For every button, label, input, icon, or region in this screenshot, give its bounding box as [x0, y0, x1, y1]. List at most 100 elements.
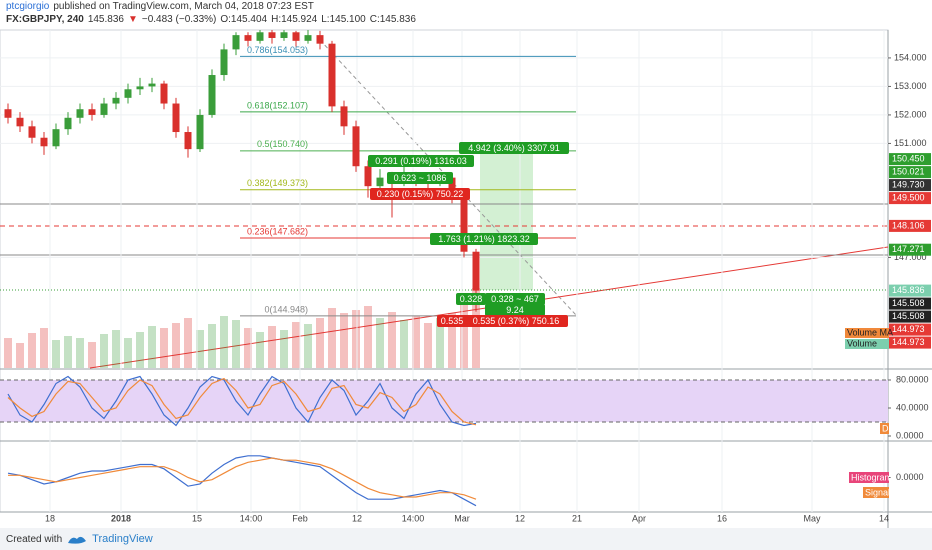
- price-tag: [889, 284, 931, 297]
- volume-bar: [292, 322, 300, 368]
- created: Created with: [6, 533, 63, 545]
- volume-bar: [364, 306, 372, 368]
- y-tick-label: 151.000: [894, 138, 927, 148]
- publish-line: ptcgiorgio published on TradingView.com, …: [6, 0, 420, 13]
- measure-range: [480, 150, 533, 290]
- published: published on TradingView.com, March 04, …: [53, 1, 314, 12]
- candle-body: [364, 166, 372, 187]
- candle-body: [112, 97, 120, 104]
- price-tag: [889, 323, 931, 336]
- candle-body: [148, 83, 156, 87]
- candle-body: [304, 35, 312, 41]
- volume-bar: [328, 308, 336, 368]
- volume-bar: [304, 324, 312, 368]
- measure-label: 0.291 (0.19%) 1316.03: [375, 156, 467, 166]
- candle-body: [220, 49, 228, 76]
- candle-body: [256, 32, 264, 41]
- volume-bar: [136, 332, 144, 368]
- fib-label: 0.618(152.107): [247, 100, 308, 110]
- measure-box: [464, 315, 568, 327]
- measure-label: 0.535 (0.37%) 750.16: [473, 316, 560, 326]
- measure-box: [368, 155, 474, 167]
- price-tag: [889, 243, 931, 256]
- volume-bar: [220, 316, 228, 368]
- symbol: FX:GBPJPY, 240: [6, 14, 84, 25]
- volume-bar: [460, 303, 468, 368]
- candle-body: [208, 75, 216, 115]
- measure-box: [430, 233, 538, 245]
- macd-legend: Histogram: [851, 472, 892, 482]
- y-tick-label: 0.0000: [896, 430, 924, 440]
- volume-bar: [376, 318, 384, 368]
- last: 145.836: [87, 14, 124, 25]
- fib-label: 0(144.948): [264, 304, 308, 314]
- candle-body: [136, 86, 144, 90]
- price-tag: [889, 297, 931, 310]
- price-tag: [889, 153, 931, 166]
- price-tag-label: 144.973: [892, 337, 925, 347]
- volume-bar: [52, 340, 60, 368]
- price-tag-label: 145.508: [892, 311, 925, 321]
- price-tag-label: 147.271: [892, 244, 925, 254]
- candle-body: [316, 35, 324, 44]
- time-label: 18: [45, 513, 55, 523]
- measure-box: [459, 142, 569, 154]
- candle-body: [172, 103, 180, 133]
- chart: 0.786(154.053) 0.618(152.107) 0.5(150.740)…: [0, 29, 932, 528]
- volume-bar: [16, 343, 24, 368]
- measure-label: 0.328 ~ 467: [491, 294, 539, 304]
- price-tag: [889, 310, 931, 323]
- footer: Created with TradingView: [0, 528, 932, 550]
- measure-box: [485, 304, 545, 316]
- volume-bar: [184, 318, 192, 368]
- candle-body: [244, 35, 252, 41]
- author[interactable]: ptcgiorgio: [6, 1, 50, 12]
- candle-body: [64, 117, 72, 130]
- time-label: Apr: [632, 513, 646, 523]
- candle-body: [340, 106, 348, 127]
- volume-bar: [196, 330, 204, 368]
- d-line: [7, 377, 477, 426]
- volume-bar: [256, 332, 264, 368]
- volume-bar: [400, 320, 408, 368]
- volume-bar: [340, 313, 348, 368]
- volume-bar: [436, 318, 444, 368]
- candle-body: [28, 126, 36, 138]
- candle-body: [40, 137, 48, 147]
- indicator-label: Volume MA: [847, 327, 893, 337]
- candle-body: [88, 109, 96, 115]
- time-label: 2018: [111, 513, 131, 523]
- indicator-tag: [845, 328, 889, 338]
- volume-bar: [352, 310, 360, 368]
- measure-label: 0.623 ~ 1086: [394, 173, 447, 183]
- candle-body: [100, 103, 108, 115]
- time-label: Feb: [292, 513, 308, 523]
- legend-tag: [863, 487, 889, 498]
- time-label: Mar: [454, 513, 470, 523]
- brand[interactable]: TradingView: [92, 533, 153, 545]
- volume-bar: [160, 328, 168, 368]
- k-line: [7, 375, 477, 427]
- volume-bar: [280, 330, 288, 368]
- price-tag-label: 145.508: [892, 298, 925, 308]
- price-tag-label: 145.836: [892, 285, 925, 295]
- time-label: 21: [572, 513, 582, 523]
- stoch-band: [0, 380, 888, 422]
- time-label: 15: [192, 513, 202, 523]
- fib-label: 0.786(154.053): [247, 45, 308, 55]
- indicator-label: Volume: [847, 338, 877, 348]
- measure-box: [387, 172, 453, 184]
- open: O:145.404: [220, 14, 268, 25]
- volume-bar: [472, 288, 480, 368]
- change: −0.483 (−0.33%): [141, 14, 217, 25]
- y-tick-label: 153.000: [894, 81, 927, 91]
- candle-body: [76, 109, 84, 118]
- price-tag: [889, 179, 931, 192]
- candle-body: [160, 83, 168, 104]
- candle-body: [124, 89, 132, 98]
- time-label: 14:00: [402, 513, 425, 523]
- candle-body: [16, 117, 24, 127]
- volume-bar: [448, 313, 456, 368]
- volume-bar: [124, 338, 132, 368]
